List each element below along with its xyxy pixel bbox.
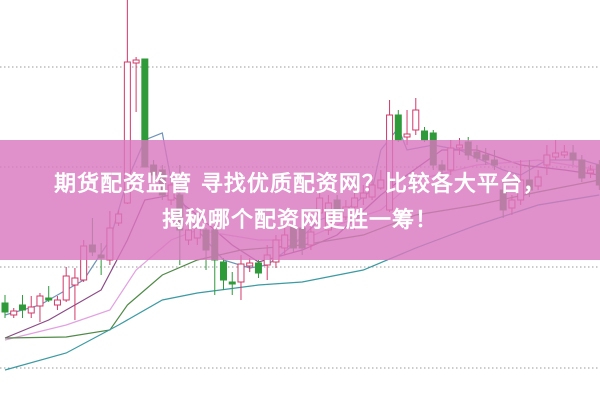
candle-body [18, 304, 26, 311]
candle-body [246, 262, 254, 267]
candle-body [228, 281, 236, 285]
candle-body [403, 133, 411, 138]
candle-body [220, 261, 227, 281]
candle-body [53, 299, 61, 306]
banner-title-line-1: 期货配资监管 寻找优质配资网？比较各大平台， [54, 172, 546, 197]
candle-body [394, 114, 402, 141]
candle-body [71, 277, 79, 286]
candle-body [132, 59, 140, 64]
candle-body [421, 130, 429, 141]
banner-title-line-2: 揭秘哪个配资网更胜一筹！ [161, 208, 438, 233]
candle-body [1, 302, 9, 313]
candle-body [254, 262, 262, 274]
title-banner [0, 140, 600, 260]
candle-body [36, 295, 44, 307]
candle-body [27, 306, 35, 314]
candle-body [45, 297, 53, 301]
candle-body [62, 275, 70, 301]
candle-body [412, 109, 420, 131]
candle-body [237, 263, 245, 283]
candle-body [10, 310, 18, 316]
